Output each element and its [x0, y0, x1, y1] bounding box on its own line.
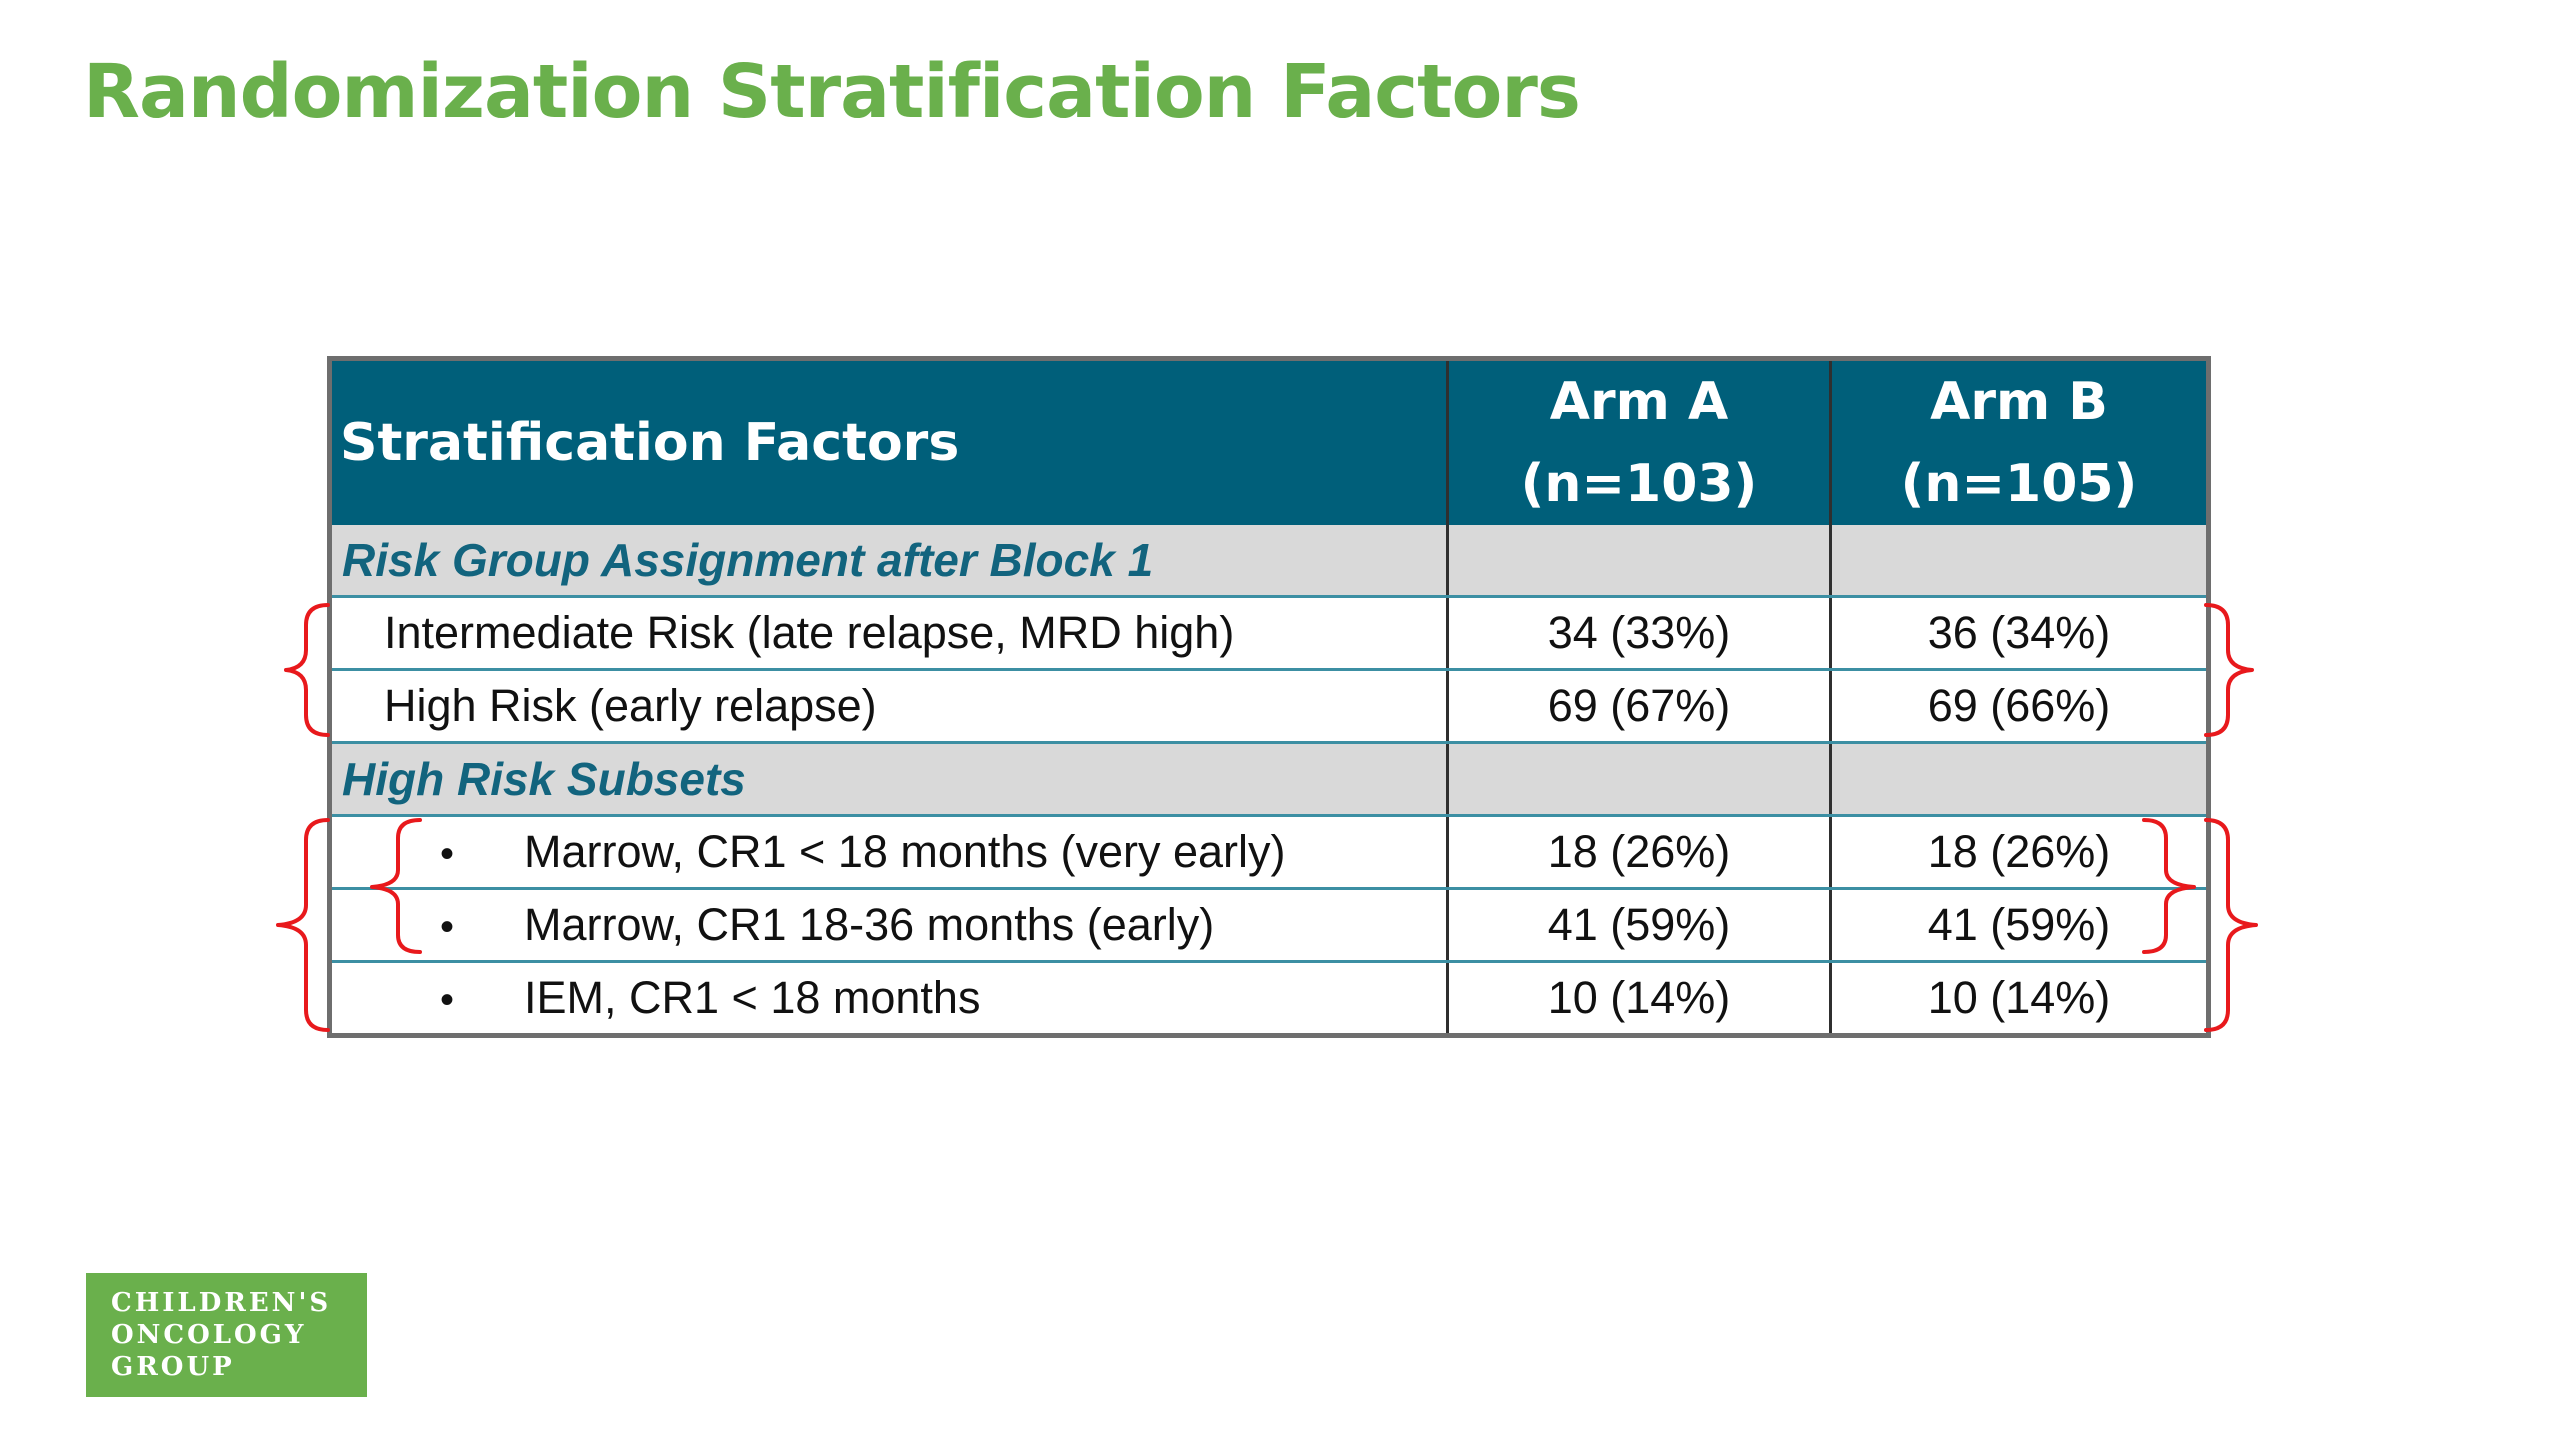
- right-brace-risk-group: [2204, 603, 2254, 737]
- arm-a-value: 41 (59%): [1446, 888, 1831, 963]
- section-high-risk-subsets-label: High Risk Subsets: [329, 742, 1448, 817]
- row-label: • Marrow, CR1 < 18 months (very early): [329, 815, 1448, 890]
- section-risk-group-label: Risk Group Assignment after Block 1: [329, 525, 1448, 598]
- right-brace-high-risk-subsets: [2204, 818, 2258, 1032]
- logo-line: ONCOLOGY: [111, 1320, 307, 1350]
- row-label-text: Marrow, CR1 < 18 months (very early): [524, 826, 1286, 877]
- left-brace-marrow-subsets: [370, 818, 422, 954]
- table-row: High Risk (early relapse) 69 (67%) 69 (6…: [329, 669, 2209, 744]
- logo-line: GROUP: [111, 1352, 235, 1382]
- table-row: Intermediate Risk (late relapse, MRD hig…: [329, 596, 2209, 671]
- arm-b-n: (n=105): [1900, 454, 2138, 514]
- arm-a-value: 18 (26%): [1446, 815, 1831, 890]
- logo-line: CHILDREN'S: [111, 1288, 332, 1318]
- row-label-text: IEM, CR1 < 18 months: [524, 972, 981, 1023]
- bullet-marker: •: [440, 832, 455, 876]
- header-stratification-factors: Stratification Factors: [329, 358, 1448, 525]
- header-arm-b: Arm B (n=105): [1829, 358, 2209, 525]
- section-blank-cell: [1829, 525, 2209, 598]
- arm-b-value: 36 (34%): [1829, 596, 2209, 671]
- bullet-marker: •: [440, 978, 455, 1022]
- header-arm-a: Arm A (n=103): [1446, 358, 1831, 525]
- table-row: • IEM, CR1 < 18 months 10 (14%) 10 (14%): [329, 961, 2209, 1036]
- section-high-risk-subsets-row: High Risk Subsets: [329, 742, 2209, 817]
- arm-a-value: 34 (33%): [1446, 596, 1831, 671]
- section-risk-group-row: Risk Group Assignment after Block 1: [329, 525, 2209, 598]
- section-blank-cell: [1446, 742, 1831, 817]
- right-brace-marrow-subsets: [2142, 818, 2196, 954]
- bullet-marker: •: [440, 905, 455, 949]
- arm-a-n: (n=103): [1520, 454, 1758, 514]
- row-label: Intermediate Risk (late relapse, MRD hig…: [329, 596, 1448, 671]
- left-brace-risk-group: [284, 603, 330, 737]
- arm-b-value: 10 (14%): [1829, 961, 2209, 1036]
- row-label: • Marrow, CR1 18-36 months (early): [329, 888, 1448, 963]
- row-label: • IEM, CR1 < 18 months: [329, 961, 1448, 1036]
- arm-a-value: 69 (67%): [1446, 669, 1831, 744]
- arm-a-name: Arm A: [1549, 372, 1729, 432]
- arm-b-value: 18 (26%): [1829, 815, 2209, 890]
- row-label: High Risk (early relapse): [329, 669, 1448, 744]
- left-brace-high-risk-subsets: [276, 818, 330, 1032]
- table-header-row: Stratification Factors Arm A (n=103) Arm…: [329, 358, 2209, 525]
- arm-b-value: 69 (66%): [1829, 669, 2209, 744]
- table-row: • Marrow, CR1 18-36 months (early) 41 (59…: [329, 888, 2209, 963]
- arm-a-value: 10 (14%): [1446, 961, 1831, 1036]
- section-blank-cell: [1829, 742, 2209, 817]
- row-label-text: Marrow, CR1 18-36 months (early): [524, 899, 1215, 950]
- childrens-oncology-group-logo: CHILDREN'S ONCOLOGY GROUP: [86, 1273, 367, 1397]
- stratification-table: Stratification Factors Arm A (n=103) Arm…: [327, 356, 2211, 1038]
- slide-title: Randomization Stratification Factors: [83, 49, 1581, 135]
- stratification-table-container: Stratification Factors Arm A (n=103) Arm…: [327, 356, 2211, 1038]
- section-blank-cell: [1446, 525, 1831, 598]
- table-row: • Marrow, CR1 < 18 months (very early) 18…: [329, 815, 2209, 890]
- arm-b-name: Arm B: [1930, 372, 2108, 432]
